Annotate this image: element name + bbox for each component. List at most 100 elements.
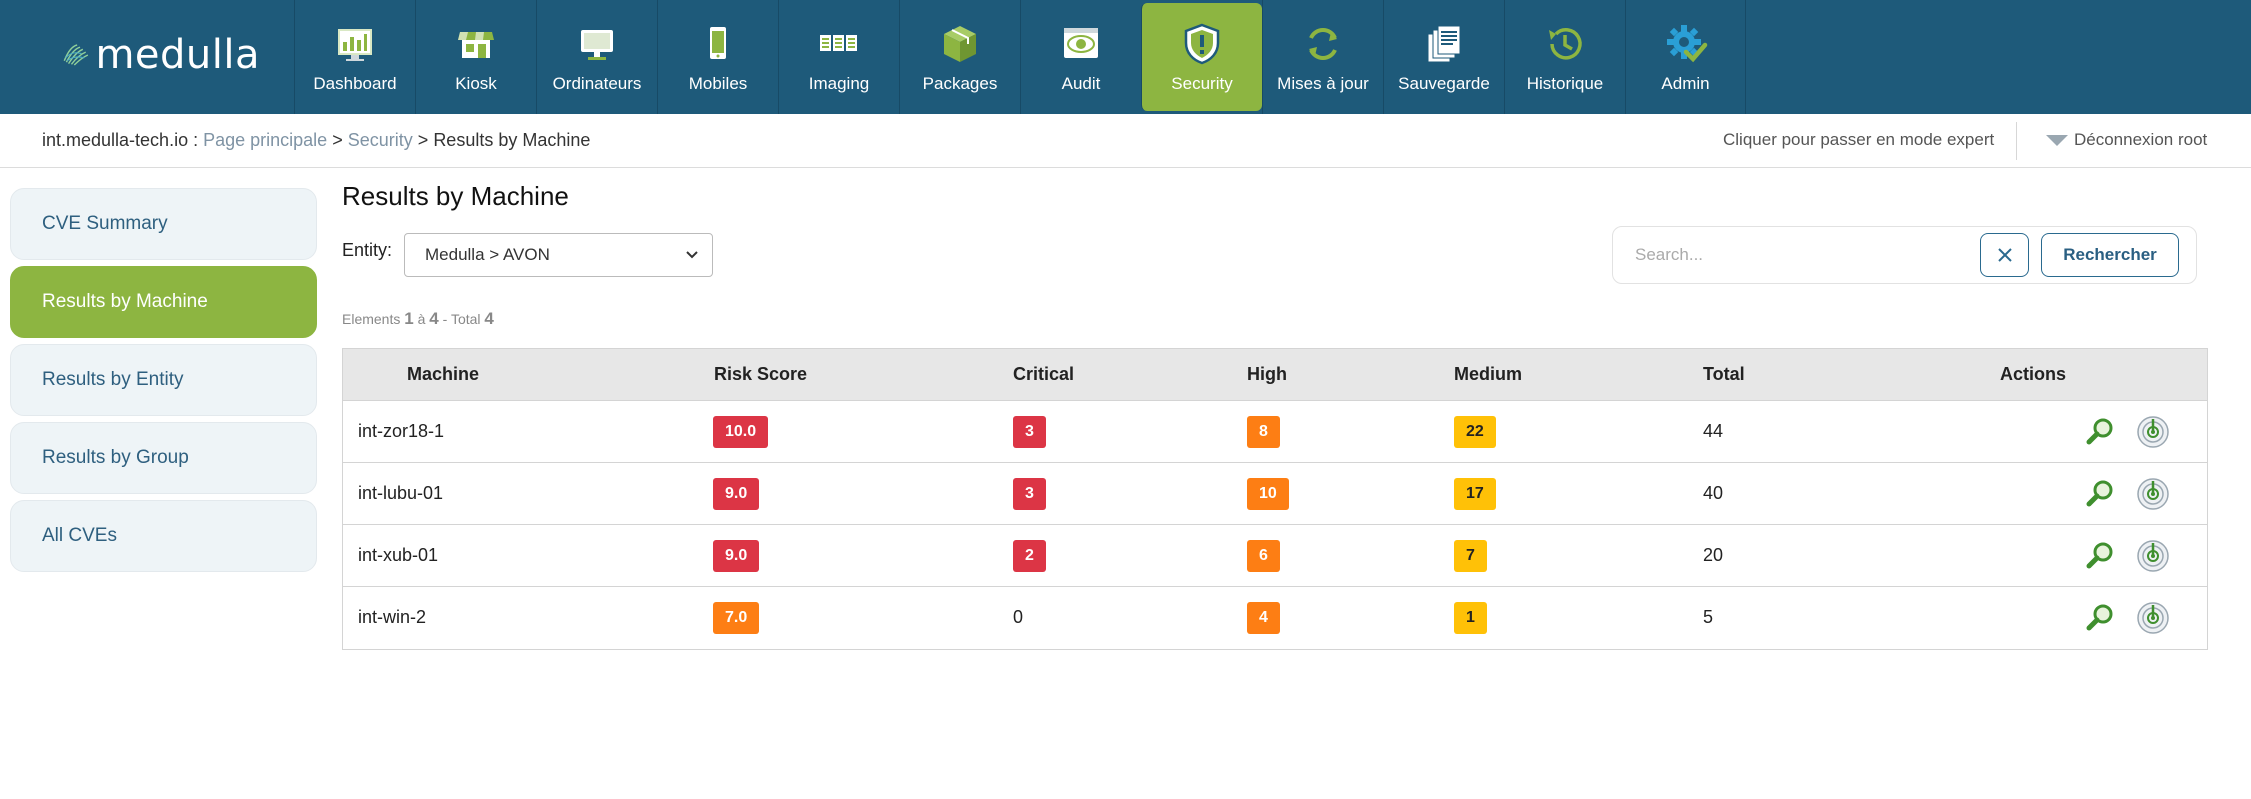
logo-text: medulla [95, 32, 260, 78]
breadcrumb-current: Results by Machine [433, 130, 591, 150]
page-title: Results by Machine [342, 181, 569, 211]
entity-label: Entity: [342, 240, 393, 260]
search-input[interactable] [1623, 235, 1983, 275]
magnifier-icon [2086, 542, 2113, 569]
risk-score-badge: 7.0 [713, 602, 760, 634]
column-header-critical[interactable]: Critical [1013, 364, 1075, 384]
magnifier-icon [2086, 604, 2113, 631]
machine-name[interactable]: int-xub-01 [358, 545, 439, 565]
medium-badge: 7 [1454, 540, 1487, 572]
top-navigation-bar: medulla Dashboard Kiosk [0, 0, 2251, 114]
breadcrumb-home-link[interactable]: Page principale [203, 130, 328, 150]
dashboard-icon [338, 29, 372, 61]
chevron-down-icon [686, 251, 698, 259]
scan-radar-icon [2137, 478, 2169, 510]
total-count: 5 [1703, 607, 1714, 627]
backup-icon [1427, 25, 1461, 63]
medium-badge: 17 [1454, 478, 1496, 510]
history-icon [1549, 28, 1582, 60]
high-badge: 6 [1247, 540, 1280, 572]
results-table: Machine Risk Score Critical High Medium … [342, 348, 2208, 650]
sidebar-item-results-by-entity[interactable]: Results by Entity [10, 344, 317, 416]
breadcrumb-host: int.medulla-tech.io : [42, 130, 199, 150]
sidebar: CVE Summary Results by Machine Results b… [10, 188, 317, 578]
table-row: int-win-2 7.0 0 4 1 5 [343, 587, 2207, 649]
packages-icon [944, 26, 976, 62]
main-nav: Dashboard Kiosk Ordinateurs [294, 0, 1746, 114]
entity-select-value: Medulla > AVON [425, 245, 550, 264]
column-header-total[interactable]: Total [1703, 364, 1745, 384]
scan-radar-icon [2137, 416, 2169, 448]
nav-packages[interactable]: Packages [899, 0, 1020, 114]
admin-gear-icon [1666, 25, 1707, 63]
column-header-machine[interactable]: Machine [407, 364, 480, 384]
nav-admin[interactable]: Admin [1625, 0, 1746, 114]
critical-badge: 3 [1013, 478, 1046, 510]
nav-security[interactable]: Security [1141, 3, 1262, 111]
scan-radar-icon [2137, 540, 2169, 572]
total-count: 44 [1703, 421, 1724, 441]
nav-mobiles[interactable]: Mobiles [657, 0, 778, 114]
medium-badge: 22 [1454, 416, 1496, 448]
view-details-button[interactable] [2083, 415, 2117, 449]
machine-name[interactable]: int-zor18-1 [358, 421, 445, 441]
critical-count: 0 [1013, 607, 1024, 627]
sidebar-item-cve-summary[interactable]: CVE Summary [10, 188, 317, 260]
computer-icon [581, 30, 613, 60]
nav-sauvegarde[interactable]: Sauvegarde [1383, 0, 1504, 114]
sidebar-item-all-cves[interactable]: All CVEs [10, 500, 317, 572]
search-button[interactable]: Rechercher [2041, 233, 2179, 277]
security-shield-icon [1184, 23, 1220, 65]
breadcrumb: int.medulla-tech.io : Page principale > … [42, 130, 590, 151]
logout-label: Déconnexion root [2074, 130, 2208, 149]
clear-search-button[interactable] [1980, 233, 2029, 277]
divider [2016, 122, 2017, 160]
medulla-logo-icon [63, 44, 89, 66]
medulla-logo[interactable]: medulla [60, 30, 260, 80]
machine-name[interactable]: int-win-2 [358, 607, 427, 627]
audit-icon [1064, 28, 1098, 58]
total-count: 20 [1703, 545, 1724, 565]
nav-historique[interactable]: Historique [1504, 0, 1625, 114]
machine-name[interactable]: int-lubu-01 [358, 483, 444, 503]
medium-badge: 1 [1454, 602, 1487, 634]
nav-kiosk[interactable]: Kiosk [415, 0, 536, 114]
expert-mode-link[interactable]: Cliquer pour passer en mode expert [1723, 130, 1995, 149]
close-icon [1997, 248, 2012, 262]
breadcrumb-security-link[interactable]: Security [347, 130, 413, 150]
column-header-actions: Actions [2000, 364, 2067, 384]
kiosk-icon [458, 32, 494, 58]
entity-select[interactable]: Medulla > AVON [404, 233, 713, 277]
sidebar-item-results-by-machine[interactable]: Results by Machine [10, 266, 317, 338]
nav-dashboard[interactable]: Dashboard [294, 0, 415, 114]
scan-button[interactable] [2136, 539, 2170, 573]
pagination-counter: Elements 1 à 4 - Total 4 [342, 309, 494, 328]
nav-imaging[interactable]: Imaging [778, 0, 899, 114]
breadcrumb-bar: int.medulla-tech.io : Page principale > … [0, 114, 2251, 168]
table-row: int-lubu-01 9.0 3 10 17 40 [343, 463, 2207, 525]
scan-radar-icon [2137, 602, 2169, 634]
breadcrumb-separator: > [417, 130, 429, 150]
mobile-icon [710, 27, 726, 59]
table-row: int-xub-01 9.0 2 6 7 20 [343, 525, 2207, 587]
magnifier-icon [2086, 418, 2113, 445]
scan-button[interactable] [2136, 415, 2170, 449]
imaging-icon [820, 35, 857, 51]
nav-audit[interactable]: Audit [1020, 0, 1141, 114]
view-details-button[interactable] [2083, 477, 2117, 511]
table-header: Machine Risk Score Critical High Medium … [343, 349, 2207, 401]
scan-button[interactable] [2136, 477, 2170, 511]
sidebar-item-results-by-group[interactable]: Results by Group [10, 422, 317, 494]
logout-link[interactable]: Déconnexion root [2046, 130, 2207, 150]
breadcrumb-separator: > [332, 130, 343, 150]
nav-ordinateurs[interactable]: Ordinateurs [536, 0, 657, 114]
table-row: int-zor18-1 10.0 3 8 22 44 [343, 401, 2207, 463]
column-header-risk-score[interactable]: Risk Score [714, 364, 808, 384]
view-details-button[interactable] [2083, 539, 2117, 573]
nav-mises-a-jour[interactable]: Mises à jour [1262, 0, 1383, 114]
risk-score-badge: 10.0 [713, 416, 769, 448]
column-header-medium[interactable]: Medium [1454, 364, 1523, 384]
view-details-button[interactable] [2083, 601, 2117, 635]
column-header-high[interactable]: High [1247, 364, 1287, 384]
scan-button[interactable] [2136, 601, 2170, 635]
